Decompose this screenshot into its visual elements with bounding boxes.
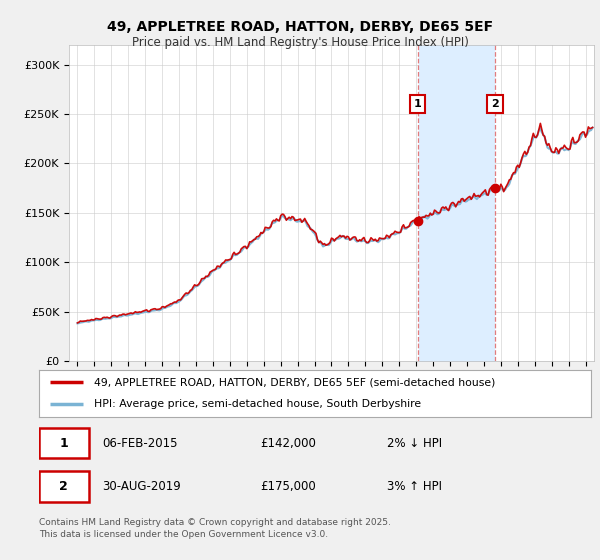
- Text: £175,000: £175,000: [260, 480, 316, 493]
- FancyBboxPatch shape: [39, 428, 89, 459]
- Text: 2% ↓ HPI: 2% ↓ HPI: [387, 437, 442, 450]
- Text: 1: 1: [414, 99, 422, 109]
- Text: 1: 1: [59, 437, 68, 450]
- Text: 2: 2: [491, 99, 499, 109]
- Text: 06-FEB-2015: 06-FEB-2015: [103, 437, 178, 450]
- Text: £142,000: £142,000: [260, 437, 316, 450]
- Text: Contains HM Land Registry data © Crown copyright and database right 2025.
This d: Contains HM Land Registry data © Crown c…: [39, 518, 391, 539]
- Text: 49, APPLETREE ROAD, HATTON, DERBY, DE65 5EF (semi-detached house): 49, APPLETREE ROAD, HATTON, DERBY, DE65 …: [94, 377, 496, 388]
- Text: 2: 2: [59, 480, 68, 493]
- Text: 3% ↑ HPI: 3% ↑ HPI: [387, 480, 442, 493]
- Text: HPI: Average price, semi-detached house, South Derbyshire: HPI: Average price, semi-detached house,…: [94, 399, 421, 409]
- Text: 30-AUG-2019: 30-AUG-2019: [103, 480, 181, 493]
- Text: 49, APPLETREE ROAD, HATTON, DERBY, DE65 5EF: 49, APPLETREE ROAD, HATTON, DERBY, DE65 …: [107, 20, 493, 34]
- FancyBboxPatch shape: [39, 472, 89, 502]
- Text: Price paid vs. HM Land Registry's House Price Index (HPI): Price paid vs. HM Land Registry's House …: [131, 36, 469, 49]
